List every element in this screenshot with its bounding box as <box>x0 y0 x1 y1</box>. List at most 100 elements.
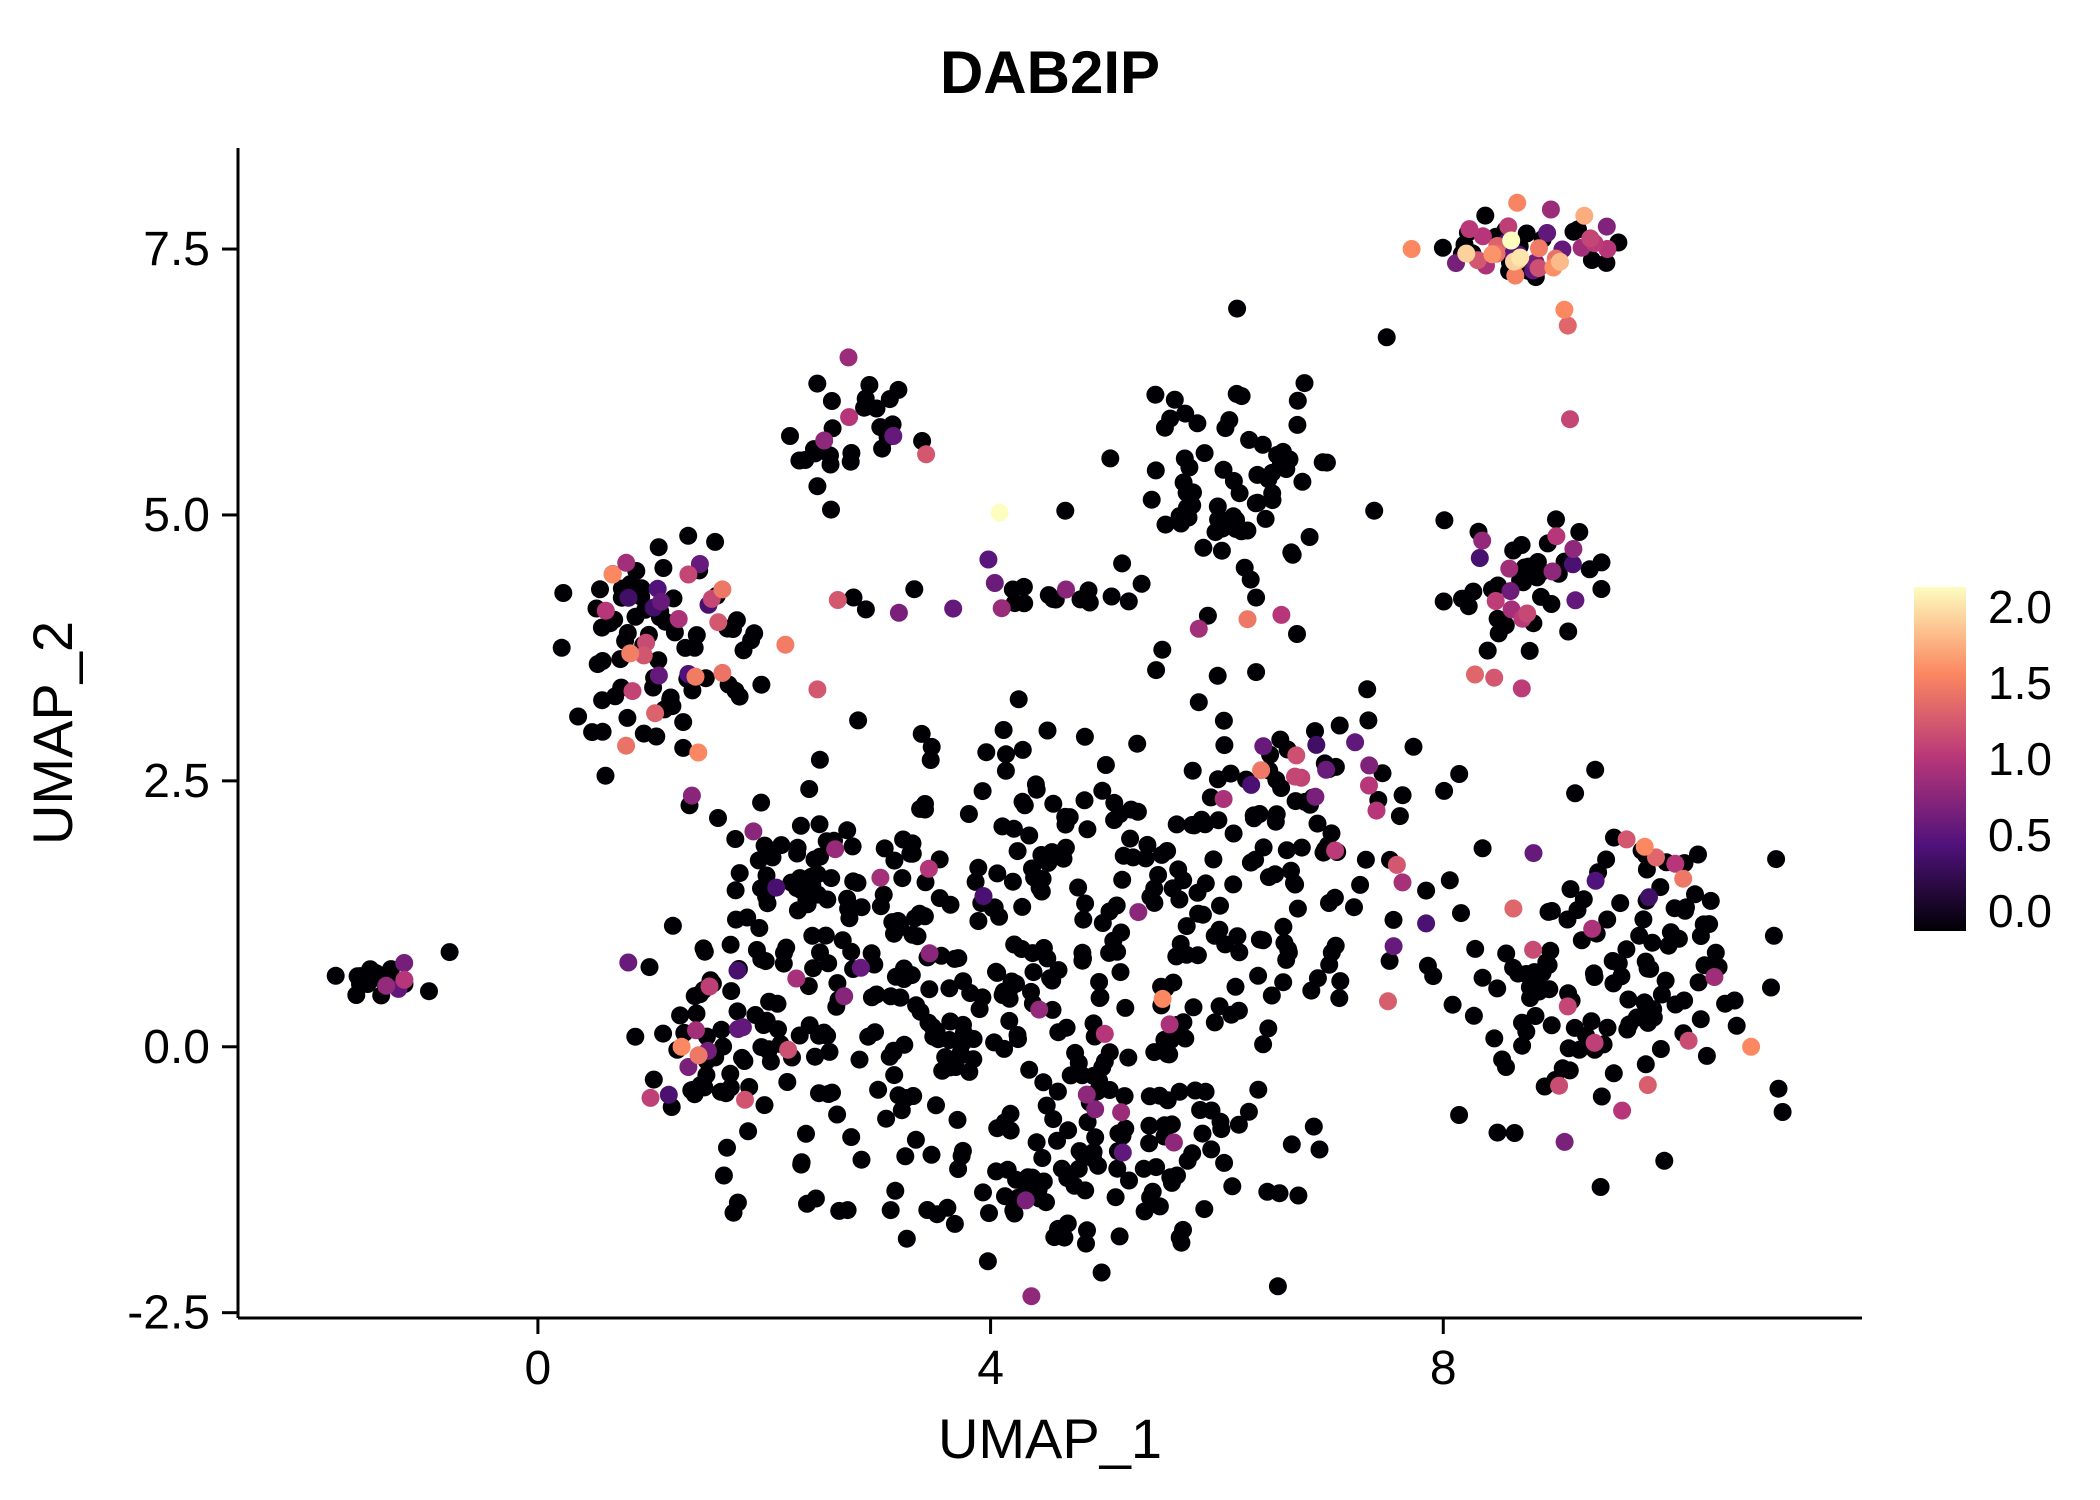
data-point <box>679 1058 698 1076</box>
data-point <box>1004 1201 1023 1220</box>
colorbar-tick-label: 1.5 <box>1988 657 2052 709</box>
data-point <box>1486 592 1505 610</box>
data-point <box>1132 574 1151 593</box>
data-point <box>1014 577 1033 596</box>
data-point <box>1009 690 1028 709</box>
data-point <box>800 780 819 798</box>
data-point <box>1078 1221 1096 1240</box>
data-point <box>980 1204 998 1223</box>
data-point <box>1597 850 1616 869</box>
data-point <box>652 592 671 611</box>
data-point <box>618 624 637 642</box>
data-point <box>1210 920 1229 939</box>
data-point <box>885 851 904 870</box>
data-point <box>700 977 719 996</box>
data-point <box>1096 756 1115 774</box>
data-point <box>1547 510 1565 529</box>
data-point <box>995 1039 1014 1058</box>
data-point <box>1473 839 1492 858</box>
data-point <box>798 1194 816 1213</box>
data-point <box>815 431 834 450</box>
data-point <box>1326 841 1345 860</box>
data-point <box>1346 733 1365 752</box>
data-point <box>1452 904 1470 923</box>
data-point <box>752 793 771 812</box>
data-point <box>1651 1040 1670 1058</box>
data-point <box>1598 1018 1617 1037</box>
data-point <box>917 445 936 464</box>
data-point <box>1476 206 1495 225</box>
data-point <box>1038 721 1057 740</box>
data-point <box>897 1229 916 1248</box>
data-point <box>1286 792 1305 811</box>
data-point <box>833 931 852 950</box>
data-point <box>1116 998 1135 1017</box>
data-point <box>1100 902 1119 921</box>
data-point <box>1244 806 1263 825</box>
data-point <box>1283 545 1302 564</box>
data-point <box>953 1141 972 1160</box>
data-point <box>377 976 396 995</box>
data-point <box>1656 971 1675 990</box>
data-point <box>1551 252 1569 271</box>
data-point <box>1694 915 1713 934</box>
data-point <box>893 869 912 888</box>
data-point <box>822 392 841 410</box>
data-point <box>1515 558 1534 577</box>
data-point <box>661 690 680 709</box>
data-point <box>718 1138 736 1157</box>
data-point <box>674 738 693 757</box>
data-point <box>1289 1186 1308 1205</box>
data-point <box>1009 1030 1027 1049</box>
data-point <box>1345 898 1363 917</box>
data-point <box>1313 453 1332 472</box>
data-point <box>1020 1060 1039 1079</box>
data-point <box>644 1070 663 1089</box>
data-point <box>1356 850 1375 869</box>
data-point <box>1215 1153 1234 1172</box>
data-point <box>1504 899 1523 918</box>
data-point <box>1208 497 1227 516</box>
data-point <box>1483 245 1502 264</box>
data-point <box>713 663 732 682</box>
data-point <box>1113 1143 1132 1162</box>
data-point <box>880 1047 899 1066</box>
data-point <box>1286 767 1304 786</box>
data-point <box>679 565 698 584</box>
data-point <box>1497 1058 1515 1076</box>
data-point <box>1022 1287 1041 1306</box>
data-point <box>1140 1134 1159 1153</box>
data-point <box>943 1055 962 1074</box>
data-point <box>1274 442 1292 461</box>
data-point <box>1470 549 1489 567</box>
data-point <box>922 737 941 756</box>
data-point <box>1048 1131 1066 1150</box>
data-point <box>1679 1031 1698 1050</box>
data-point <box>1176 1029 1195 1048</box>
data-point <box>1539 902 1558 921</box>
data-point <box>1230 943 1249 962</box>
data-point <box>969 858 988 877</box>
data-point <box>1652 985 1671 1004</box>
data-point <box>1598 910 1617 929</box>
data-point <box>1764 926 1783 945</box>
data-point <box>1128 734 1147 753</box>
data-point <box>1194 538 1213 557</box>
data-point <box>944 599 963 618</box>
data-point <box>1572 931 1591 950</box>
data-point <box>1146 385 1165 404</box>
data-point <box>1229 1001 1248 1020</box>
data-point <box>1252 761 1271 780</box>
data-point <box>728 1002 747 1021</box>
data-point <box>945 1214 964 1233</box>
data-point <box>996 761 1015 780</box>
data-point <box>617 553 636 572</box>
data-point <box>738 908 757 927</box>
data-point <box>697 1066 716 1085</box>
data-point <box>768 994 787 1013</box>
data-point <box>647 727 666 746</box>
data-point <box>739 1122 758 1141</box>
data-point <box>1266 812 1285 831</box>
data-point <box>1582 1012 1601 1031</box>
data-point <box>1583 919 1602 938</box>
